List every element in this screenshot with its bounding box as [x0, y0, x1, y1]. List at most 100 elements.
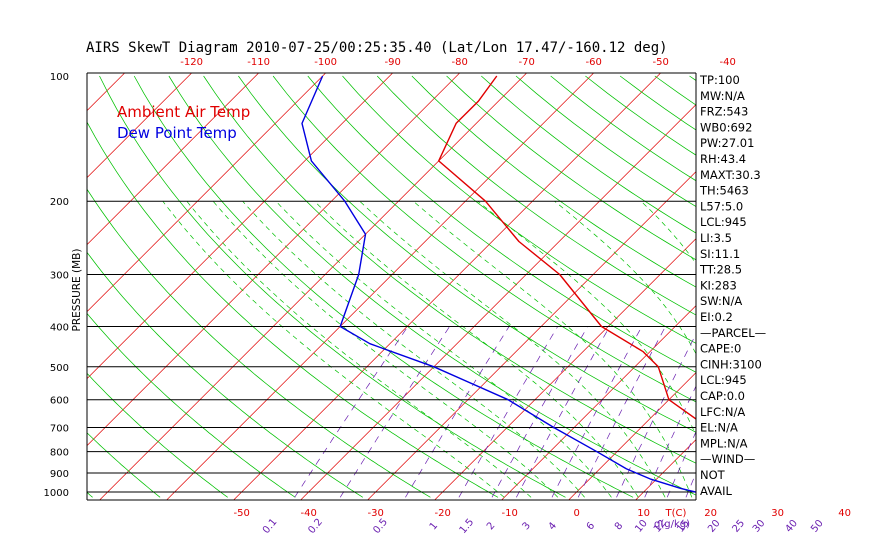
- mixing-ratio-tick-label: 40: [783, 518, 800, 535]
- top-temp-tick-label: -120: [180, 57, 203, 68]
- dry-adiabat-line: [376, 75, 696, 316]
- top-temp-tick-labels: -120 -110 -100 -90 -80 -70 -60 -50 -40: [180, 57, 736, 68]
- mixing-ratio-tick-label: 0.1: [261, 517, 280, 536]
- pressure-tick-label: 900: [50, 469, 69, 480]
- index-item: TH:5463: [699, 184, 749, 198]
- top-temp-tick-label: -80: [451, 57, 467, 68]
- pressure-tick-label: 100: [50, 72, 69, 83]
- dry-adiabat-line: [203, 75, 696, 464]
- index-item: EI:0.2: [700, 310, 733, 324]
- mixing-ratio-tick-labels: 0.1 0.2 0.5 1 1.5 2 3 4 6 8 10 12 15 20 25 30 40 50q(g/kg…: [261, 517, 826, 536]
- bottom-temp-tick-label: -40: [300, 508, 316, 519]
- top-temp-tick-label: -60: [585, 57, 601, 68]
- pressure-tick-label: 200: [50, 197, 69, 208]
- bottom-temp-tick-label: 0: [573, 508, 579, 519]
- index-item: SW:N/A: [700, 294, 742, 308]
- isotherm-line: [0, 73, 58, 500]
- isobars: [87, 200, 696, 493]
- mixing-ratio-unit-label: q(g/kg): [654, 519, 690, 530]
- isotherm-line: [367, 171, 696, 500]
- index-item: PW:27.01: [700, 136, 754, 150]
- mixing-ratio-tick-label: 1: [428, 520, 441, 532]
- legend-ambient-air-temp: Ambient Air Temp: [117, 103, 250, 121]
- dry-adiabat-line: [87, 188, 431, 498]
- index-item: SI:11.1: [700, 247, 740, 261]
- mixing-ratio-tick-label: 20: [706, 518, 723, 535]
- mixing-ratio-tick-label: 1.5: [458, 517, 477, 536]
- data-series: [301, 75, 696, 493]
- mixing-ratio-line: [458, 326, 558, 498]
- y-axis-label: PRESSURE (MB): [71, 248, 83, 331]
- dry-adiabat-line: [828, 76, 870, 497]
- isotherm-line: [166, 73, 594, 500]
- bottom-temp-tick-label: 20: [704, 508, 717, 519]
- index-item: RH:43.4: [700, 152, 746, 166]
- isotherm-line: [87, 73, 125, 112]
- moist-adiabat-line: [359, 200, 666, 498]
- moist-adiabat-line: [242, 200, 585, 498]
- mixing-ratio-line: [515, 326, 611, 498]
- bottom-temp-unit-label: T(C): [665, 508, 687, 519]
- mixing-ratio-tick-label: 10: [633, 518, 650, 535]
- bottom-temp-tick-label: -20: [434, 508, 450, 519]
- dry-adiabat-line: [99, 75, 566, 498]
- pressure-tick-label: 700: [50, 424, 69, 435]
- dewpoint-profile: [301, 75, 696, 493]
- index-item: L57:5.0: [700, 199, 743, 213]
- mixing-ratio-tick-label: 4: [547, 520, 560, 532]
- index-item: MPL:N/A: [700, 436, 748, 450]
- pressure-tick-label: 500: [50, 363, 69, 374]
- index-item: NOT: [700, 468, 726, 482]
- bottom-temp-tick-labels: -50 -40 -30 -20 -10 0 10 20 30 40 T(C): [233, 508, 851, 519]
- mixing-ratio-tick-label: 25: [731, 518, 748, 535]
- pressure-tick-label: 600: [50, 396, 69, 407]
- mixing-ratio-tick-label: 30: [751, 518, 768, 535]
- ambient-temp-profile: [438, 75, 696, 420]
- dry-adiabat-line: [342, 75, 696, 344]
- top-temp-tick-label: -90: [384, 57, 400, 68]
- pressure-tick-label: 400: [50, 322, 69, 333]
- dry-adiabat-line: [307, 75, 696, 373]
- mixing-ratio-tick-label: 6: [585, 520, 598, 532]
- index-item: LCL:945: [700, 373, 747, 387]
- bottom-temp-tick-label: 30: [771, 508, 784, 519]
- index-item: CINH:3100: [700, 357, 762, 371]
- pressure-tick-label: 1000: [44, 488, 69, 499]
- index-item: —WIND—: [700, 452, 755, 466]
- mixing-ratio-line: [294, 326, 409, 498]
- dry-adiabat-line: [87, 372, 228, 498]
- mixing-ratio-line: [818, 327, 870, 498]
- index-item: KI:283: [700, 278, 737, 292]
- moist-adiabat-line: [186, 200, 532, 498]
- dry-adiabat-line: [654, 75, 696, 106]
- mixing-ratio-line: [491, 326, 589, 498]
- mixing-ratio-tick-label: 3: [520, 520, 533, 532]
- moist-adiabat-line: [275, 200, 612, 498]
- top-temp-tick-label: -40: [719, 57, 735, 68]
- mixing-ratio-tick-label: 2: [485, 520, 498, 532]
- index-item: LCL:945: [700, 215, 747, 229]
- dry-adiabat-line: [411, 75, 696, 288]
- dry-adiabat-line: [759, 76, 870, 497]
- isotherm-line: [568, 372, 696, 500]
- index-item: MAXT:30.3: [700, 168, 761, 182]
- isotherm-line: [300, 104, 696, 500]
- index-item: TT:28.5: [699, 263, 742, 277]
- mixing-ratio-line: [551, 326, 643, 498]
- moist-adiabat-line: [162, 200, 505, 498]
- index-item: EL:N/A: [700, 421, 738, 435]
- bottom-temp-tick-label: 10: [637, 508, 650, 519]
- index-item: FRZ:543: [700, 105, 748, 119]
- index-item: MW:N/A: [700, 89, 745, 103]
- mixing-ratio-tick-label: 8: [613, 520, 626, 532]
- dry-adiabat-line: [87, 251, 363, 498]
- bottom-temp-tick-label: -50: [233, 508, 249, 519]
- index-item: TP:100: [699, 73, 740, 87]
- isotherm-line: [837, 73, 870, 500]
- moist-adiabat-line: [314, 200, 639, 498]
- isotherm-line: [501, 305, 696, 500]
- top-temp-tick-label: -50: [652, 57, 668, 68]
- dry-adiabat-line: [87, 432, 161, 498]
- mixing-ratio-line: [844, 327, 870, 498]
